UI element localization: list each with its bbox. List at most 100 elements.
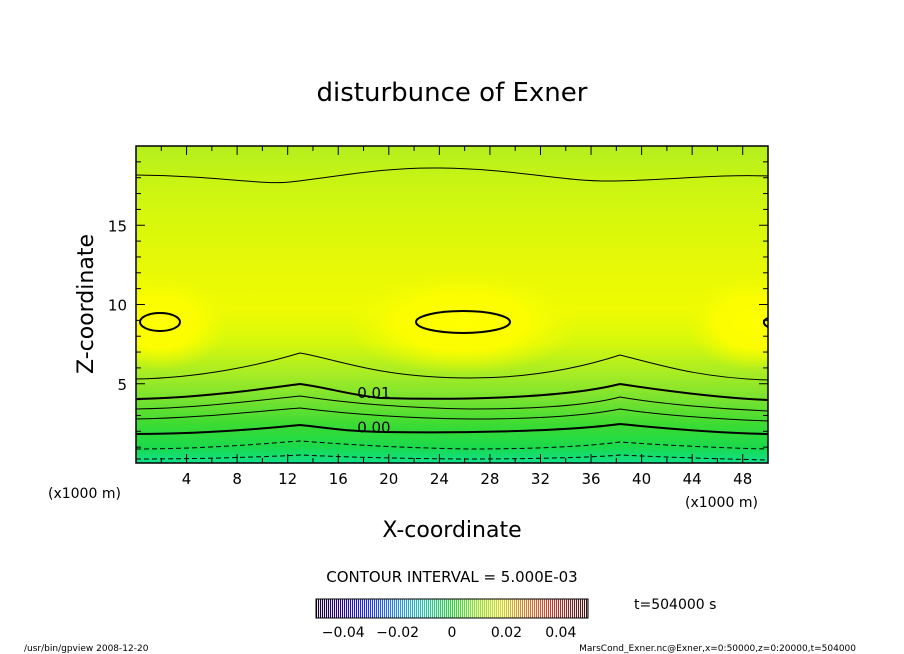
colorbar-strip <box>366 599 368 618</box>
colorbar-strip <box>484 599 486 618</box>
colorbar-tick-labels: −0.04 −0.02 0 0.02 0.04 <box>322 625 577 641</box>
contour-line <box>136 440 768 450</box>
colorbar-strip <box>526 599 528 618</box>
colorbar-strip <box>330 599 332 618</box>
colorbar-strips <box>316 599 588 618</box>
contour-closed <box>139 312 181 332</box>
colorbar-strip <box>346 599 348 618</box>
plot-area: 0.01 0.00 <box>136 146 768 463</box>
colorbar-strip <box>492 599 494 618</box>
contour-closed <box>415 310 511 334</box>
colorbar-strip <box>412 599 414 618</box>
colorbar-strip <box>376 599 378 618</box>
field-max-region <box>685 274 768 370</box>
colorbar-strip <box>470 599 472 618</box>
colorbar-strip <box>558 599 560 618</box>
contour-line <box>136 422 768 435</box>
colorbar-strip <box>454 599 456 618</box>
y-tick-label: 5 <box>117 376 127 394</box>
colorbar-strip <box>574 599 576 618</box>
colorbar-strip <box>536 599 538 618</box>
colorbar-strip <box>476 599 478 618</box>
colorbar-tick-label: 0 <box>448 625 457 641</box>
colorbar-strip <box>426 599 428 618</box>
colorbar-strip <box>384 599 386 618</box>
contour-labels: 0.01 0.00 <box>357 384 390 437</box>
x-axis-label: X-coordinate <box>382 518 521 543</box>
colorbar-strip <box>510 599 512 618</box>
colorbar-strip <box>448 599 450 618</box>
colorbar-strip <box>442 599 444 618</box>
colorbar-strip <box>398 599 400 618</box>
colorbar-strip <box>486 599 488 618</box>
contour-line <box>136 167 768 184</box>
chart-title: disturbunce of Exner <box>317 78 588 108</box>
x-tick-label: 36 <box>581 470 600 488</box>
colorbar-strip <box>516 599 518 618</box>
colorbar-strip <box>584 599 586 618</box>
x-unit-right: (x1000 m) <box>685 495 758 511</box>
colorbar-strip <box>504 599 506 618</box>
colorbar-strip <box>316 599 318 618</box>
colorbar-strip <box>410 599 412 618</box>
contour-line <box>136 395 768 412</box>
colorbar-strip <box>550 599 552 618</box>
colorbar-strip <box>348 599 350 618</box>
colorbar-strip <box>350 599 352 618</box>
colorbar-strip <box>482 599 484 618</box>
colorbar-strip <box>362 599 364 618</box>
colorbar: −0.04 −0.02 0 0.02 0.04 <box>315 598 589 641</box>
colorbar-strip <box>566 599 568 618</box>
colorbar-strip <box>562 599 564 618</box>
colorbar-strip <box>378 599 380 618</box>
colorbar-strip <box>500 599 502 618</box>
colorbar-strip <box>414 599 416 618</box>
colorbar-strip <box>434 599 436 618</box>
contour-line <box>136 352 768 381</box>
colorbar-strip <box>546 599 548 618</box>
colorbar-strip <box>458 599 460 618</box>
contour-line <box>136 407 768 422</box>
colorbar-strip <box>342 599 344 618</box>
colorbar-strip <box>370 599 372 618</box>
colorbar-tick-label: −0.04 <box>322 625 365 641</box>
y-axis-label: Z-coordinate <box>74 234 99 374</box>
colorbar-strip <box>548 599 550 618</box>
colorbar-strip <box>416 599 418 618</box>
x-axis-ticks: 4 8 12 16 20 24 28 32 36 40 44 48 <box>160 146 752 488</box>
colorbar-strip <box>538 599 540 618</box>
colorbar-strip <box>360 599 362 618</box>
colorbar-strip <box>390 599 392 618</box>
colorbar-strip <box>478 599 480 618</box>
x-tick-label: 32 <box>531 470 550 488</box>
colorbar-strip <box>318 599 320 618</box>
colorbar-strip <box>358 599 360 618</box>
contour-label: 0.00 <box>357 419 390 437</box>
x-tick-label: 4 <box>182 470 192 488</box>
y-tick-label: 10 <box>108 297 127 315</box>
colorbar-strip <box>506 599 508 618</box>
colorbar-strip <box>528 599 530 618</box>
x-tick-label: 12 <box>278 470 297 488</box>
colorbar-strip <box>432 599 434 618</box>
colorbar-strip <box>408 599 410 618</box>
colorbar-strip <box>520 599 522 618</box>
colorbar-strip <box>352 599 354 618</box>
footer-right: MarsCond_Exner.nc@Exner,x=0:50000,z=0:20… <box>579 644 856 654</box>
contour-line <box>136 454 768 461</box>
x-tick-label: 8 <box>232 470 242 488</box>
colorbar-strip <box>556 599 558 618</box>
x-tick-label: 16 <box>329 470 348 488</box>
colorbar-strip <box>380 599 382 618</box>
colorbar-strip <box>418 599 420 618</box>
time-label: t=504000 s <box>634 597 716 613</box>
colorbar-strip <box>374 599 376 618</box>
colorbar-strip <box>580 599 582 618</box>
colorbar-strip <box>554 599 556 618</box>
colorbar-strip <box>326 599 328 618</box>
colorbar-strip <box>532 599 534 618</box>
colorbar-strip <box>472 599 474 618</box>
colorbar-strip <box>578 599 580 618</box>
colorbar-strip <box>382 599 384 618</box>
